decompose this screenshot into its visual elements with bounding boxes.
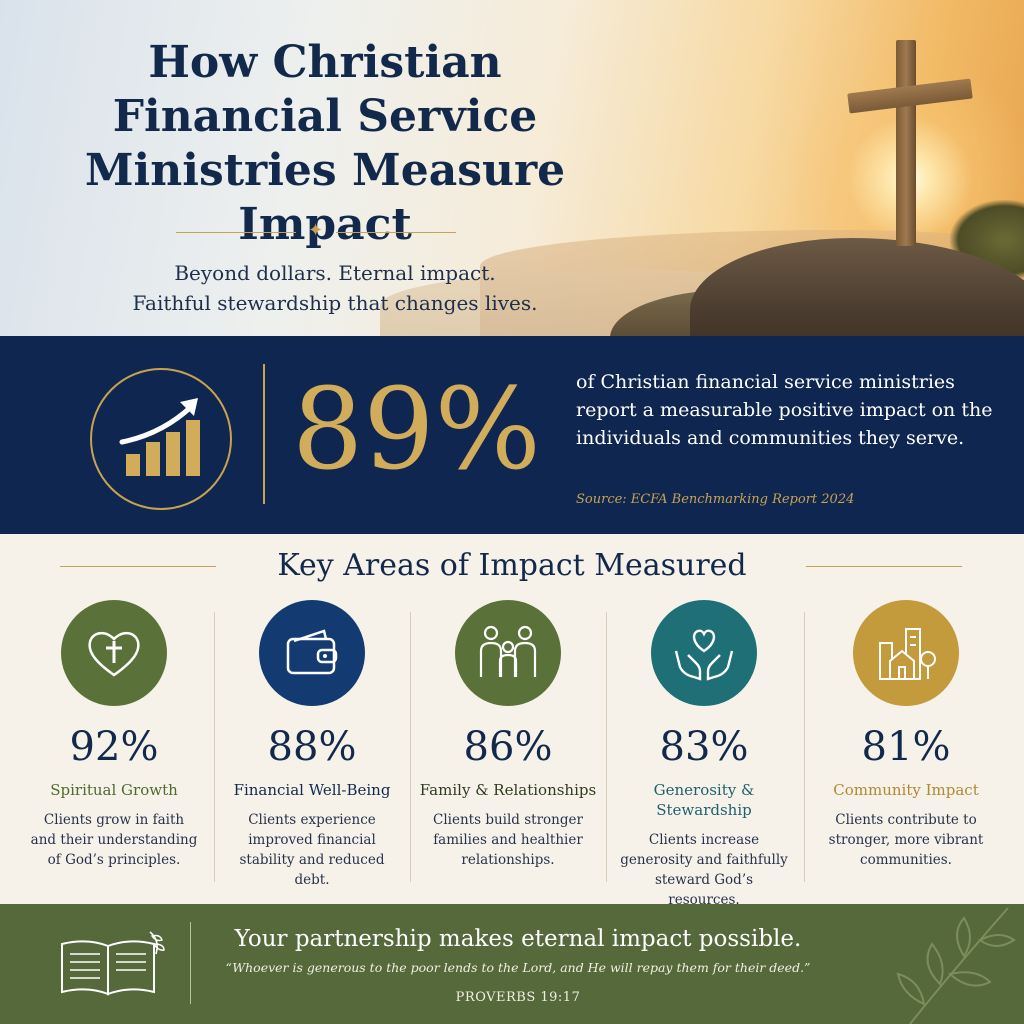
family-icon	[455, 600, 561, 706]
rocky-hilltop	[690, 238, 1024, 336]
metric-description: Clients experience improved financial st…	[239, 812, 385, 888]
footer-band	[0, 904, 1024, 1024]
footer-headline: Your partnership makes eternal impact po…	[234, 926, 802, 952]
headline-stat-text: of Christian financial service ministrie…	[576, 371, 993, 449]
metric-description: Clients contribute to stronger, more vib…	[828, 812, 984, 868]
footer-divider	[190, 922, 191, 1004]
open-bible-icon	[61, 931, 165, 996]
metric-label: Spiritual Growth	[50, 781, 178, 799]
metric-description: Clients build stronger families and heal…	[433, 812, 583, 868]
title-divider: ✦	[176, 222, 456, 240]
hero-banner: How Christian Financial Service Ministri…	[0, 0, 1024, 336]
hands-heart-icon	[651, 600, 757, 706]
metric-generosity-stewardship: 83% Generosity & Stewardship Clients inc…	[606, 600, 802, 910]
section-rule-right	[806, 566, 962, 567]
sparkle-icon: ✦	[308, 220, 324, 241]
metric-label: Generosity & Stewardship	[653, 781, 755, 819]
scripture-quote: “Whoever is generous to the poor lends t…	[225, 960, 811, 975]
scripture-reference: PROVERBS 19:17	[455, 990, 581, 1005]
subtitle-line-2: Faithful stewardship that changes lives.	[132, 291, 538, 315]
subtitle-line-1: Beyond dollars. Eternal impact.	[174, 261, 496, 285]
metric-label: Financial Well-Being	[233, 781, 391, 799]
community-icon	[853, 600, 959, 706]
metric-spiritual-growth: 92% Spiritual Growth Clients grow in fai…	[16, 600, 212, 870]
metric-label: Community Impact	[833, 781, 979, 799]
title-line-3: Ministries Measure Impact	[84, 145, 566, 250]
metric-description: Clients increase generosity and faithful…	[620, 832, 788, 908]
metric-value: 81%	[861, 724, 951, 770]
metric-family-relationships: 86% Family & Relationships Clients build…	[410, 600, 606, 870]
headline-stat-value: 89%	[292, 365, 541, 495]
metric-community-impact: 81% Community Impact Clients contribute …	[808, 600, 1004, 870]
cross-icon	[896, 40, 916, 246]
column-divider	[410, 612, 411, 882]
stat-divider	[263, 364, 265, 504]
column-divider	[804, 612, 805, 882]
stat-source: Source: ECFA Benchmarking Report 2024	[576, 492, 855, 507]
metric-label: Family & Relationships	[419, 781, 597, 799]
section-title: Key Areas of Impact Measured	[277, 548, 747, 583]
section-rule-left	[60, 566, 216, 567]
title-line-2: Financial Service	[112, 91, 538, 142]
column-divider	[214, 612, 215, 882]
metric-financial-well-being: 88% Financial Well-Being Clients experie…	[214, 600, 410, 890]
metric-description: Clients grow in faith and their understa…	[30, 812, 198, 868]
metric-value: 88%	[267, 724, 357, 770]
metric-value: 83%	[659, 724, 749, 770]
metric-value: 92%	[69, 724, 159, 770]
subtitle: Beyond dollars. Eternal impact. Faithful…	[40, 258, 630, 318]
metric-value: 86%	[463, 724, 553, 770]
leaf-branch-icon	[896, 907, 1016, 1024]
growth-chart-icon	[90, 368, 232, 510]
title-line-1: How Christian	[148, 37, 502, 88]
heart-cross-icon	[61, 600, 167, 706]
wallet-icon	[259, 600, 365, 706]
page-title: How Christian Financial Service Ministri…	[20, 36, 630, 252]
column-divider	[606, 612, 607, 882]
